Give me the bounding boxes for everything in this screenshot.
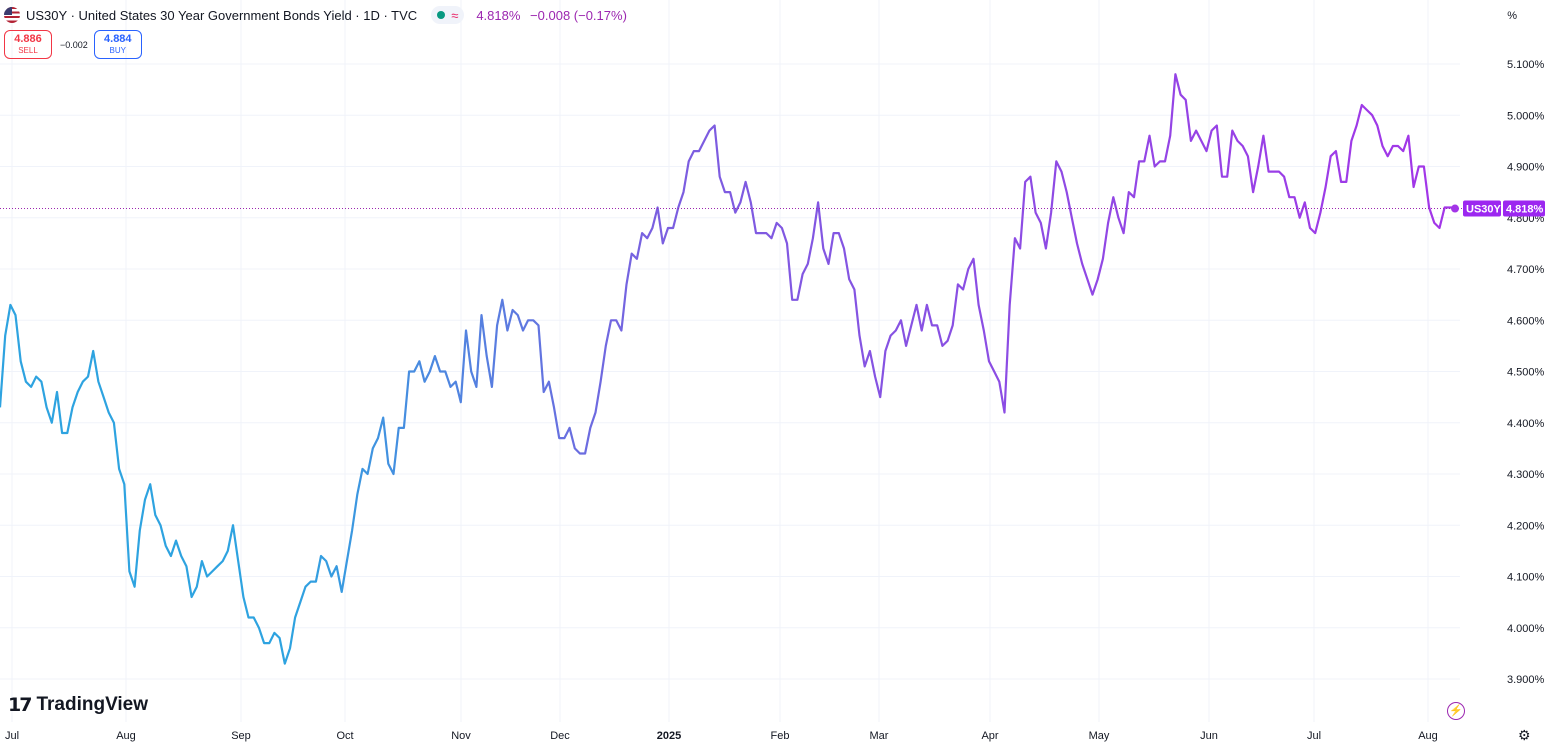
y-tick-label: 4.200% bbox=[1507, 520, 1545, 532]
y-tick-label: 5.000% bbox=[1507, 110, 1545, 122]
us-flag-icon bbox=[4, 7, 20, 23]
spread-value: −0.002 bbox=[60, 39, 88, 50]
axis-unit-label[interactable]: % bbox=[1507, 10, 1517, 22]
y-axis: 5.100%5.000%4.900%4.800%4.700%4.600%4.50… bbox=[1507, 59, 1545, 686]
sell-button[interactable]: 4.886 SELL bbox=[4, 30, 52, 59]
last-price: 4.818% bbox=[476, 7, 521, 23]
yield-line bbox=[0, 73, 1455, 665]
y-tick-label: 4.000% bbox=[1507, 623, 1545, 635]
x-tick-label: Oct bbox=[336, 730, 353, 742]
buy-button[interactable]: 4.884 BUY bbox=[93, 30, 142, 59]
y-tick-label: 4.600% bbox=[1507, 315, 1545, 327]
lightning-icon[interactable]: ⚡ bbox=[1447, 702, 1465, 720]
last-value-badge bbox=[1503, 200, 1545, 217]
gear-icon[interactable]: ⚙ bbox=[1518, 727, 1531, 743]
trade-panel: 4.886 SELL −0.002 4.884 BUY bbox=[4, 30, 142, 59]
last-value-badge-text: 4.818% bbox=[1506, 204, 1544, 216]
y-tick-label: 4.400% bbox=[1507, 418, 1545, 430]
x-axis: Jul Aug Sep Oct Nov Dec 2025 Feb Mar Apr May Jun Jul… bbox=[5, 730, 1438, 742]
x-tick-label: Jun bbox=[1200, 730, 1218, 742]
delayed-data-icon: ≈ bbox=[451, 7, 459, 23]
sell-price: 4.886 bbox=[14, 32, 42, 45]
market-open-icon bbox=[437, 11, 446, 19]
x-tick-label: Aug bbox=[1418, 730, 1438, 742]
y-tick-label: 5.100% bbox=[1507, 59, 1545, 71]
symbol-badge-text: US30Y bbox=[1466, 204, 1502, 216]
x-tick-label: 2025 bbox=[657, 730, 681, 742]
x-tick-label: May bbox=[1089, 730, 1110, 742]
symbol-title[interactable]: US30Y · United States 30 Year Government… bbox=[26, 7, 418, 23]
y-tick-label: 4.900% bbox=[1507, 162, 1545, 174]
tradingview-logo-icon: 17 bbox=[8, 694, 32, 716]
market-status[interactable]: ≈ bbox=[431, 6, 465, 24]
buy-price: 4.884 bbox=[104, 32, 132, 45]
x-tick-label: Feb bbox=[771, 730, 790, 742]
symbol-badge bbox=[1463, 200, 1501, 217]
x-tick-label: Nov bbox=[451, 730, 471, 742]
y-tick-label: 4.500% bbox=[1507, 367, 1545, 379]
x-tick-label: Aug bbox=[116, 730, 136, 742]
x-tick-label: Mar bbox=[870, 730, 889, 742]
x-tick-label: Jul bbox=[5, 730, 19, 742]
chart-grid bbox=[0, 0, 1460, 722]
x-tick-label: Apr bbox=[981, 730, 998, 742]
tradingview-logo[interactable]: 17 TradingView bbox=[8, 694, 148, 716]
y-tick-label: 4.100% bbox=[1507, 572, 1545, 584]
y-tick-label: 4.300% bbox=[1507, 469, 1545, 481]
x-tick-label: Jul bbox=[1307, 730, 1321, 742]
quote-readout: 4.818% −0.008 (−0.17%) bbox=[476, 8, 633, 23]
logo-text: TradingView bbox=[36, 694, 149, 715]
last-price-labels: US30Y 4.818% bbox=[1463, 200, 1545, 217]
x-tick-label: Sep bbox=[231, 730, 251, 742]
sell-label: SELL bbox=[18, 45, 38, 55]
price-change: −0.008 (−0.17%) bbox=[530, 7, 627, 23]
buy-label: BUY bbox=[109, 45, 126, 55]
y-tick-label: 4.700% bbox=[1507, 264, 1545, 276]
chart-header: US30Y · United States 30 Year Government… bbox=[4, 5, 633, 25]
y-tick-label: 3.900% bbox=[1507, 674, 1545, 686]
x-tick-label: Dec bbox=[550, 730, 570, 742]
last-price-dot bbox=[1451, 204, 1459, 213]
